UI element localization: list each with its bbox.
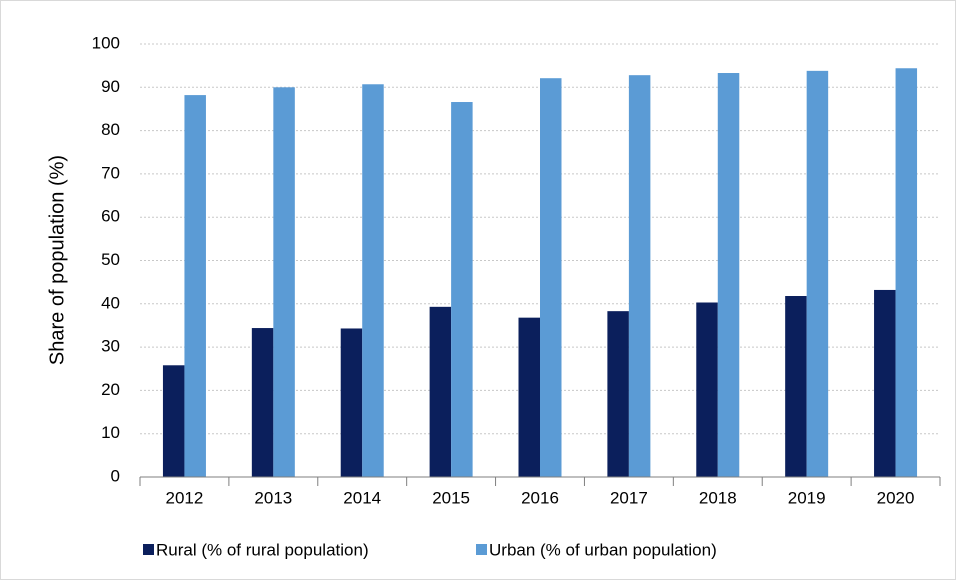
y-tick-label: 100 bbox=[92, 33, 120, 52]
bar bbox=[874, 289, 896, 477]
y-tick-label: 10 bbox=[101, 423, 120, 442]
bar bbox=[362, 84, 384, 478]
bar bbox=[785, 296, 807, 477]
bar bbox=[429, 306, 452, 477]
x-tick-label: 2019 bbox=[788, 488, 826, 507]
y-tick-label: 50 bbox=[101, 250, 120, 269]
bar bbox=[451, 102, 473, 477]
x-tick-label: 2014 bbox=[343, 488, 381, 507]
y-tick-label: 40 bbox=[101, 293, 120, 312]
legend-swatch bbox=[143, 544, 154, 555]
x-tick-label: 2018 bbox=[699, 488, 737, 507]
bar bbox=[717, 73, 740, 478]
y-tick-label: 70 bbox=[101, 163, 120, 182]
y-tick-label: 20 bbox=[101, 380, 120, 399]
legend-label: Urban (% of urban population) bbox=[489, 540, 717, 559]
y-tick-label: 60 bbox=[101, 207, 120, 226]
bar bbox=[540, 78, 562, 477]
bar bbox=[607, 311, 629, 477]
bar bbox=[518, 317, 540, 477]
x-tick-label: 2016 bbox=[521, 488, 559, 507]
x-tick-label: 2012 bbox=[166, 488, 204, 507]
bar bbox=[251, 328, 274, 477]
bar bbox=[184, 95, 206, 478]
y-axis-label: Share of population (%) bbox=[46, 155, 68, 365]
bar bbox=[806, 70, 829, 477]
x-tick-label: 2020 bbox=[877, 488, 915, 507]
y-tick-label: 80 bbox=[101, 120, 120, 139]
x-tick-label: 2013 bbox=[254, 488, 292, 507]
x-tick-label: 2015 bbox=[432, 488, 470, 507]
bar bbox=[628, 75, 651, 478]
bar bbox=[162, 365, 185, 477]
y-tick-label: 0 bbox=[111, 466, 120, 485]
y-tick-label: 90 bbox=[101, 77, 120, 96]
legend-label: Rural (% of rural population) bbox=[156, 540, 369, 559]
bar bbox=[273, 87, 295, 478]
bar bbox=[340, 328, 363, 477]
bar bbox=[895, 68, 918, 478]
x-tick-label: 2017 bbox=[610, 488, 648, 507]
bar bbox=[696, 302, 718, 477]
y-tick-label: 30 bbox=[101, 337, 120, 356]
legend-swatch bbox=[476, 544, 487, 555]
